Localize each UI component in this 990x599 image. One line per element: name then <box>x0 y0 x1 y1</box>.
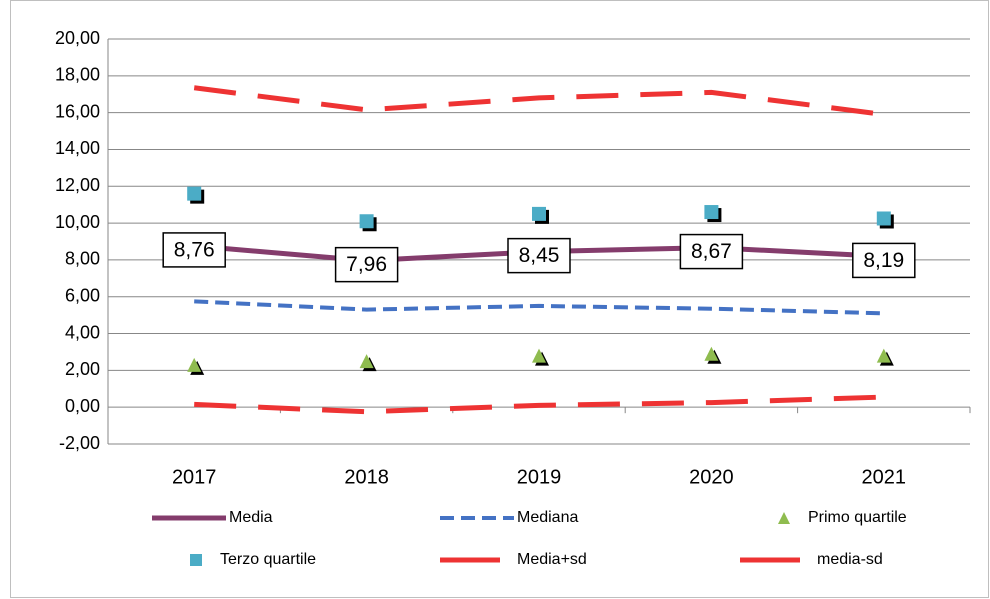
data-label-box <box>679 233 744 270</box>
y-tick-label: 6,00 <box>65 285 100 305</box>
marker <box>187 186 205 204</box>
marker-shape <box>187 357 202 372</box>
marker <box>190 554 202 566</box>
y-tick-label: 2,00 <box>65 359 100 379</box>
data-label: 7,96 <box>346 253 387 276</box>
y-tick-label: 10,00 <box>55 212 100 232</box>
y-tick-label: 18,00 <box>55 65 100 85</box>
marker-shape <box>704 205 719 220</box>
y-tick-label: 0,00 <box>65 396 100 416</box>
marker-shape <box>704 346 719 361</box>
y-tick-label: 16,00 <box>55 101 100 121</box>
data-label-box <box>852 242 916 279</box>
marker-shape <box>359 354 374 369</box>
marker-shape <box>876 348 891 363</box>
data-label: 8,67 <box>691 240 732 263</box>
legend-label: media-sd <box>817 551 883 568</box>
y-tick-label: 4,00 <box>65 322 100 342</box>
marker-shape <box>187 186 202 201</box>
data-label-box <box>162 232 226 268</box>
marker <box>876 348 894 366</box>
x-tick-label: 2017 <box>172 466 217 488</box>
marker-shape <box>778 512 790 524</box>
marker <box>704 346 722 364</box>
marker-shape <box>359 214 374 229</box>
marker <box>187 357 205 375</box>
y-tick-label: 20,00 <box>55 28 100 48</box>
y-tick-label: -2,00 <box>59 433 100 453</box>
marker <box>532 348 549 366</box>
legend-label: Terzo quartile <box>220 551 316 568</box>
series-line <box>193 85 885 117</box>
data-label: 8,19 <box>863 249 904 272</box>
legend-label: Media <box>229 509 273 526</box>
legend-label: Media+sd <box>517 551 587 568</box>
series-line <box>194 394 884 415</box>
y-tick-label: 12,00 <box>55 175 100 195</box>
marker-shape <box>190 554 202 566</box>
marker <box>876 211 894 229</box>
data-label-box <box>507 237 571 274</box>
legend-label: Mediana <box>517 509 578 526</box>
y-tick-label: 14,00 <box>55 138 100 158</box>
x-tick-label: 2021 <box>862 466 907 488</box>
x-tick-label: 2020 <box>689 466 734 488</box>
x-tick-label: 2019 <box>517 466 562 488</box>
chart-border <box>10 0 989 598</box>
x-tick-label: 2018 <box>344 466 389 488</box>
y-tick-label: 8,00 <box>65 249 100 269</box>
marker <box>532 206 549 224</box>
marker-shape <box>532 348 546 363</box>
marker-shape <box>876 211 891 226</box>
data-label: 8,45 <box>519 244 560 267</box>
data-label: 8,76 <box>174 238 215 261</box>
data-label-box <box>334 246 399 283</box>
series-line <box>194 299 884 316</box>
legend-label: Primo quartile <box>808 509 907 526</box>
marker <box>359 214 377 232</box>
marker <box>359 354 377 372</box>
marker <box>704 205 722 223</box>
marker <box>778 512 790 524</box>
marker-shape <box>532 206 546 221</box>
